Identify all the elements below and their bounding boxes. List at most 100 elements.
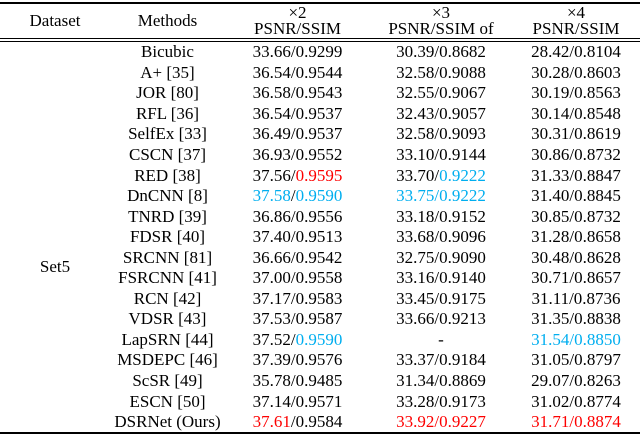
method-cell: RFL [36]: [135, 103, 200, 123]
value-segment: 37.17/0.9583: [252, 288, 343, 308]
dataset-spacer-cell: [0, 206, 110, 227]
dataset-spacer-cell: [0, 227, 110, 248]
psnr-ssim-cell-x3: 30.39/0.8682: [370, 42, 512, 63]
table-row: ESCN [50] 37.14/0.9571 33.28/0.9173 31.02/0…: [0, 391, 640, 412]
psnr-ssim-cell-x4: 31.33/0.8847: [512, 165, 640, 186]
header-methods: Methods: [137, 11, 198, 30]
psnr-ssim-cell-x3: 32.58/0.9088: [370, 63, 512, 84]
value-segment: 28.42/0.8104: [531, 42, 621, 62]
value-segment: 31.11/0.8736: [531, 288, 621, 308]
psnr-ssim-cell-x4: 31.05/0.8797: [512, 350, 640, 371]
table-row: Bicubic 33.66/0.9299 30.39/0.8682 28.42/0.8…: [0, 42, 640, 63]
dataset-spacer-cell: [0, 165, 110, 186]
header-scale-x2-metric: PSNR/SSIM: [254, 19, 341, 38]
value-segment: 35.78/0.9485: [252, 371, 343, 391]
value-segment: 33.66/0.9299: [252, 42, 343, 62]
dataset-spacer-cell: [0, 289, 110, 310]
psnr-ssim-cell-x4: 30.85/0.8732: [512, 206, 640, 227]
psnr-ssim-cell-x3: 33.92/0.9227: [370, 412, 512, 433]
table-row: A+ [35] 36.54/0.9544 32.58/0.9088 30.28/0.8…: [0, 63, 640, 84]
psnr-ssim-cell-x3: 32.58/0.9093: [370, 124, 512, 145]
value-segment: 37.52/: [252, 329, 296, 349]
table-row: FDSR [40] 37.40/0.9513 33.68/0.9096 31.28/0…: [0, 227, 640, 248]
value-segment: 37.00/0.9558: [252, 268, 343, 288]
value-segment: 33.28/0.9173: [396, 391, 486, 411]
psnr-ssim-cell-x2: 36.54/0.9537: [225, 104, 370, 125]
table-row: FSRCNN [41] 37.00/0.9558 33.16/0.9140 30.71…: [0, 268, 640, 289]
table-row: JOR [80] 36.58/0.9543 32.55/0.9067 30.19/0.…: [0, 83, 640, 104]
method-cell: LapSRN [44]: [121, 329, 214, 349]
method-cell: RCN [42]: [133, 288, 202, 308]
value-segment: 33.16/0.9140: [396, 268, 486, 288]
method-cell: MSDEPC [46]: [117, 350, 218, 370]
dataset-spacer-cell: [0, 330, 110, 351]
table-row: TNRD [39] 36.86/0.9556 33.18/0.9152 30.85/0…: [0, 206, 640, 227]
value-segment: 37.53/0.9587: [252, 309, 343, 329]
psnr-ssim-cell-x4: 31.40/0.8845: [512, 186, 640, 207]
method-cell: FSRCNN [41]: [118, 268, 217, 288]
psnr-ssim-cell-x4: 31.02/0.8774: [512, 391, 640, 412]
dataset-spacer-cell: [0, 83, 110, 104]
psnr-ssim-cell-x3: 33.28/0.9173: [370, 391, 512, 412]
psnr-ssim-cell-x2: 37.52/0.9590: [225, 330, 370, 351]
table-row: LapSRN [44] 37.52/0.9590 - 31.54/0.8850: [0, 330, 640, 351]
value-segment: 32.55/0.9067: [396, 83, 486, 103]
value-segment: 36.86/0.9556: [252, 206, 343, 226]
value-segment: 32.58/0.9088: [396, 62, 486, 82]
value-segment: 33.75/0.9222: [396, 186, 486, 206]
table-top-rule: [0, 2, 640, 4]
psnr-ssim-cell-x2: 37.00/0.9558: [225, 268, 370, 289]
psnr-ssim-cell-x3: 33.16/0.9140: [370, 268, 512, 289]
dataset-spacer-cell: [0, 104, 110, 125]
value-segment: 32.58/0.9093: [396, 124, 486, 144]
table-row: DSRNet (Ours) 37.61/0.9584 33.92/0.9227 31.…: [0, 412, 640, 433]
method-cell: Bicubic: [141, 42, 194, 62]
psnr-ssim-cell-x3: 33.70/0.9222: [370, 165, 512, 186]
psnr-ssim-cell-x3: 32.75/0.9090: [370, 247, 512, 268]
table-row: RFL [36] 36.54/0.9537 32.43/0.9057 30.14/0.…: [0, 104, 640, 125]
table-row: RED [38] 37.56/0.9595 33.70/0.9222 31.33/0.…: [0, 165, 640, 186]
header-scale-x3-factor: ×3: [431, 2, 451, 22]
value-segment: 32.75/0.9090: [396, 247, 486, 267]
method-cell: SRCNN [81]: [122, 247, 213, 267]
method-cell: RED [38]: [134, 165, 201, 185]
method-cell: FDSR [40]: [129, 227, 206, 247]
value-segment: 31.35/0.8838: [531, 309, 621, 329]
dataset-spacer-cell: [0, 42, 110, 63]
value-segment: 31.71/0.8874: [531, 412, 621, 432]
value-segment: 0.9222: [439, 165, 486, 185]
psnr-ssim-cell-x2: 35.78/0.9485: [225, 371, 370, 392]
psnr-ssim-cell-x2: 37.40/0.9513: [225, 227, 370, 248]
dataset-spacer-cell: [0, 350, 110, 371]
psnr-ssim-cell-x2: 37.17/0.9583: [225, 289, 370, 310]
psnr-ssim-cell-x2: 36.58/0.9543: [225, 83, 370, 104]
value-segment: 37.58: [252, 186, 291, 206]
value-segment: 33.68/0.9096: [396, 227, 486, 247]
value-segment: 32.43/0.9057: [396, 103, 486, 123]
psnr-ssim-cell-x2: 36.49/0.9537: [225, 124, 370, 145]
value-segment: 31.33/0.8847: [531, 165, 621, 185]
header-scale-x3-metric: PSNR/SSIM of: [388, 19, 494, 38]
psnr-ssim-cell-x4: 28.42/0.8104: [512, 42, 640, 63]
psnr-ssim-cell-x4: 30.28/0.8603: [512, 63, 640, 84]
dataset-spacer-cell: [0, 124, 110, 145]
psnr-ssim-cell-x3: -: [370, 330, 512, 351]
dataset-spacer-cell: [0, 391, 110, 412]
table-row: VDSR [43] 37.53/0.9587 33.66/0.9213 31.35/0…: [0, 309, 640, 330]
method-cell: A+ [35]: [140, 62, 195, 82]
psnr-ssim-cell-x2: 36.86/0.9556: [225, 206, 370, 227]
table-row: CSCN [37] 36.93/0.9552 33.10/0.9144 30.86/0…: [0, 145, 640, 166]
table-row: MSDEPC [46] 37.39/0.9576 33.37/0.9184 31.05…: [0, 350, 640, 371]
psnr-ssim-cell-x4: 31.71/0.8874: [512, 412, 640, 433]
psnr-ssim-cell-x2: 37.56/0.9595: [225, 165, 370, 186]
table-row: SelfEx [33] 36.49/0.9537 32.58/0.9093 30.31…: [0, 124, 640, 145]
psnr-ssim-cell-x3: 33.18/0.9152: [370, 206, 512, 227]
value-segment: 37.56/: [252, 165, 296, 185]
psnr-ssim-cell-x3: 31.34/0.8869: [370, 371, 512, 392]
value-segment: 30.39/0.8682: [396, 42, 486, 62]
value-segment: 37.40/0.9513: [252, 227, 343, 247]
value-segment: 30.48/0.8628: [531, 247, 621, 267]
value-segment: 30.19/0.8563: [531, 83, 621, 103]
psnr-ssim-cell-x4: 30.86/0.8732: [512, 145, 640, 166]
value-segment: 33.37/0.9184: [396, 350, 486, 370]
